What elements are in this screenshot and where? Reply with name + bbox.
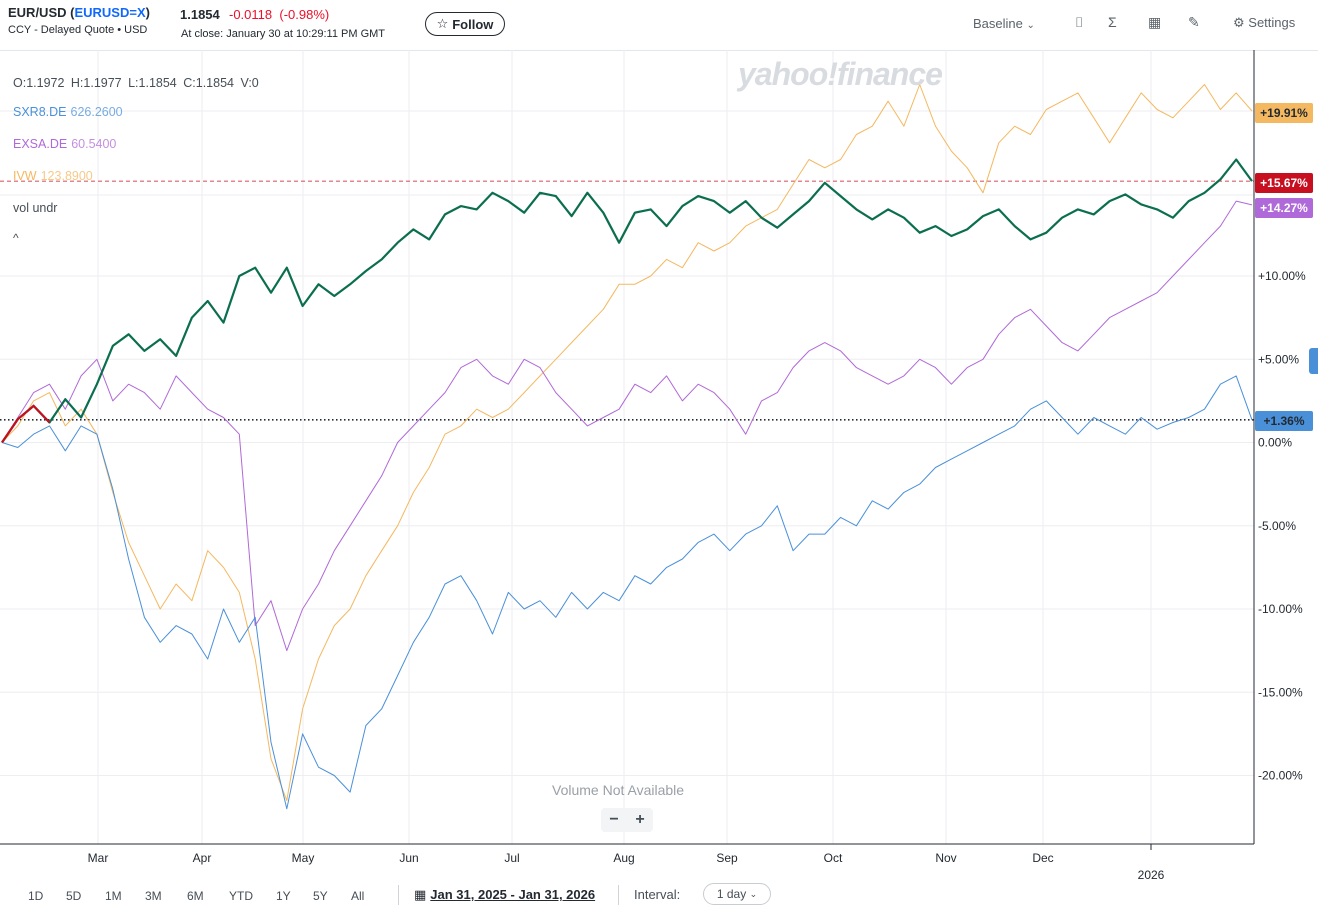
- x-tick-label: Oct: [824, 851, 843, 865]
- legend-value: 626.2600: [70, 105, 123, 119]
- compare-icon[interactable]: ⌷: [1075, 14, 1084, 30]
- y-tick-label: -10.00%: [1258, 602, 1303, 616]
- y-tick-label: -15.00%: [1258, 685, 1303, 699]
- series-line-exsa-de[interactable]: [1, 200, 1253, 652]
- legend-value: 123.8900: [40, 169, 93, 183]
- legend-value: 60.5400: [71, 137, 117, 151]
- x-tick-label: 2026: [1138, 868, 1165, 882]
- range-button-5d[interactable]: 5D: [66, 889, 82, 903]
- settings-button[interactable]: ⚙ Settings: [1233, 15, 1296, 30]
- chart-type-dropdown[interactable]: Baseline ⌄: [973, 16, 1035, 31]
- gear-icon: ⚙: [1233, 15, 1245, 30]
- calendar-icon: ▦: [414, 887, 427, 902]
- range-button-all[interactable]: All: [351, 889, 365, 903]
- y-tick-label: 0.00%: [1258, 436, 1292, 450]
- star-icon: ☆: [436, 16, 449, 31]
- chevron-up-icon[interactable]: ^: [13, 231, 19, 245]
- yahoo-finance-watermark: yahoo!finance: [738, 56, 943, 92]
- legend-item-exsa-de[interactable]: EXSA.DE 60.5400: [13, 137, 116, 151]
- series-line-below-baseline: [1, 404, 51, 444]
- range-button-1m[interactable]: 1M: [105, 889, 122, 903]
- date-range-picker[interactable]: ▦ Jan 31, 2025 - Jan 31, 2026: [414, 887, 596, 902]
- series-line-ivw[interactable]: [1, 84, 1253, 801]
- zoom-controls: − +: [601, 808, 653, 832]
- symbol-title: EUR/USD (EURUSD=X): [8, 5, 150, 20]
- x-tick-label: May: [292, 851, 315, 865]
- indicators-sigma-icon[interactable]: Σ: [1108, 14, 1117, 30]
- chevron-down-icon: ⌄: [749, 888, 758, 899]
- legend-item-ivw[interactable]: IVW 123.8900: [13, 169, 93, 183]
- y-tick-label: -5.00%: [1258, 519, 1296, 533]
- end-labels: +15.67% +1.36% +14.27% +19.91%: [1255, 103, 1313, 431]
- x-tick-label: Jun: [399, 851, 418, 865]
- svg-text:+14.27%: +14.27%: [1260, 201, 1308, 215]
- end-label-exsa-de: +14.27%: [1255, 198, 1313, 218]
- close-time: At close: January 30 at 10:29:11 PM GMT: [181, 28, 386, 40]
- bottom-toolbar: 1D 5D 1M 3M 6M YTD 1Y 5Y All ▦ Jan 31, 2025 - Jan…: [0, 882, 1318, 912]
- range-button-6m[interactable]: 6M: [187, 889, 204, 903]
- x-tick-label: Mar: [88, 851, 109, 865]
- price-change: -0.0118 (-0.98%): [229, 7, 330, 22]
- range-button-1y[interactable]: 1Y: [276, 889, 291, 903]
- range-button-5y[interactable]: 5Y: [313, 889, 328, 903]
- vol-underlay-label: vol undr: [13, 201, 58, 215]
- ohlc-readout: O:1.1972 H:1.1977 L:1.1854 C:1.1854 V:0: [13, 76, 259, 90]
- legend-symbol: IVW: [13, 169, 37, 183]
- x-tick-label: Sep: [716, 851, 738, 865]
- chart-series: [1, 84, 1253, 810]
- svg-text:+15.67%: +15.67%: [1260, 176, 1308, 190]
- x-tick-label: Dec: [1032, 851, 1053, 865]
- y-tick-label: -20.00%: [1258, 769, 1303, 783]
- x-tick-label: Nov: [935, 851, 956, 865]
- volume-not-available: Volume Not Available: [552, 782, 685, 798]
- end-label-ivw: +19.91%: [1255, 103, 1313, 123]
- range-button-ytd[interactable]: YTD: [229, 889, 253, 903]
- interval-label: Interval:: [634, 887, 681, 902]
- price-chart[interactable]: +10.00% +5.00% 0.00% -5.00% -10.00% -15.00% -2…: [0, 50, 1318, 882]
- end-label-sxr8-de: +1.36%: [1255, 411, 1313, 431]
- side-panel-handle[interactable]: [1309, 348, 1318, 374]
- svg-text:+1.36%: +1.36%: [1263, 414, 1304, 428]
- zoom-out-button[interactable]: −: [609, 811, 619, 828]
- quote-subtitle: CCY - Delayed Quote • USD: [8, 24, 148, 36]
- range-button-1d[interactable]: 1D: [28, 889, 44, 903]
- legend-symbol: SXR8.DE: [13, 105, 67, 119]
- x-tick-label: Aug: [613, 851, 634, 865]
- ticker-link[interactable]: EURUSD=X: [74, 5, 146, 20]
- y-tick-label: +5.00%: [1258, 352, 1299, 366]
- series-line-eur-usd[interactable]: [1, 158, 1253, 444]
- series-line-sxr8-de[interactable]: [1, 375, 1253, 810]
- x-tick-label: Apr: [193, 851, 212, 865]
- pencil-icon[interactable]: ✎: [1188, 14, 1200, 30]
- zoom-in-button[interactable]: +: [635, 811, 645, 828]
- legend-symbol: EXSA.DE: [13, 137, 68, 151]
- end-label-eur-usd: +15.67%: [1255, 173, 1313, 193]
- calendar-icon[interactable]: ▦: [1148, 14, 1162, 30]
- follow-button[interactable]: ☆ Follow: [425, 12, 505, 36]
- x-tick-label: Jul: [504, 851, 519, 865]
- legend-item-sxr8-de[interactable]: SXR8.DE 626.2600: [13, 105, 123, 119]
- quote-header: EUR/USD (EURUSD=X) CCY - Delayed Quote •…: [0, 0, 1318, 51]
- y-axis: +10.00% +5.00% 0.00% -5.00% -10.00% -15.00% -2…: [1253, 50, 1306, 844]
- y-tick-label: +10.00%: [1258, 269, 1306, 283]
- range-button-3m[interactable]: 3M: [145, 889, 162, 903]
- x-axis: Mar Apr May Jun Jul Aug Sep Oct Nov Dec 2026: [0, 843, 1254, 882]
- chart-grid: [0, 50, 1254, 844]
- chevron-down-icon: ⌄: [1026, 20, 1035, 31]
- last-price: 1.1854: [180, 7, 220, 22]
- svg-text:+19.91%: +19.91%: [1260, 106, 1308, 120]
- interval-dropdown[interactable]: 1 day ⌄: [703, 883, 771, 905]
